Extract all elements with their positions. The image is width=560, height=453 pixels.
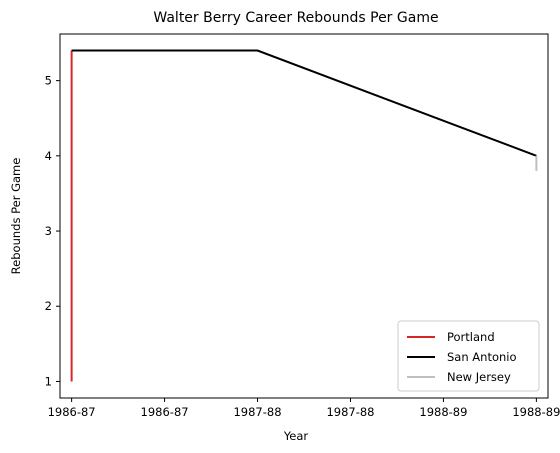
x-axis-title: Year [283, 429, 309, 443]
x-tick-label: 1987-88 [233, 405, 281, 419]
y-axis: 1 2 3 4 5 [45, 74, 60, 388]
y-axis-title: Rebounds Per Game [9, 158, 23, 275]
x-tick-label: 1988-89 [419, 405, 467, 419]
x-tick-label: 1987-88 [326, 405, 374, 419]
legend-label-2: New Jersey [447, 370, 511, 384]
legend-box [397, 320, 540, 392]
legend-label-1: San Antonio [447, 350, 517, 364]
x-axis: 1986-87 1986-87 1987-88 1987-88 1988-89 1988-… [48, 398, 560, 419]
x-tick-label: 1986-87 [141, 405, 189, 419]
plot-frame [59, 33, 549, 399]
chart-title: Walter Berry Career Rebounds Per Game [153, 10, 438, 26]
y-tick-label: 1 [45, 374, 52, 388]
plot-area [70, 49, 538, 382]
series-line-1 [71, 49, 537, 157]
y-tick-label: 4 [45, 149, 52, 163]
x-tick-label: 1988-89 [512, 405, 560, 419]
y-tick-label: 3 [45, 224, 52, 238]
x-tick-label: 1986-87 [48, 405, 96, 419]
y-tick-label: 5 [45, 74, 52, 88]
y-tick-label: 2 [45, 299, 52, 313]
legend: Portland San Antonio New Jersey [397, 320, 540, 392]
legend-label-0: Portland [447, 330, 495, 344]
